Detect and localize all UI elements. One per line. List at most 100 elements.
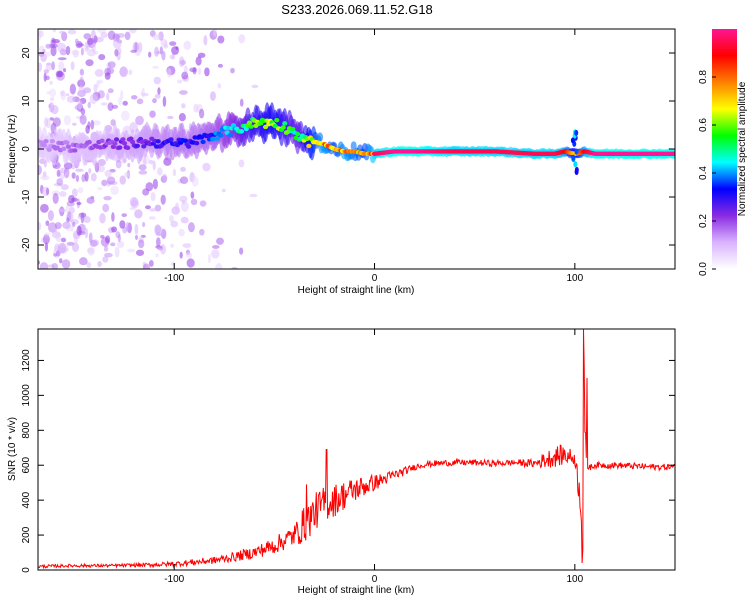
spectrogram-cell bbox=[145, 182, 154, 192]
spectrogram-cell bbox=[295, 131, 301, 137]
spectrogram-cell bbox=[157, 87, 161, 95]
spectrogram-cell bbox=[65, 144, 72, 149]
spectrogram-cell bbox=[62, 221, 71, 229]
spectrogram-cell bbox=[238, 129, 245, 134]
spectrogram-cell bbox=[183, 65, 188, 73]
x-tick-label: -100 bbox=[164, 273, 184, 284]
spectrogram-cell bbox=[251, 84, 259, 89]
spectrogram-cell bbox=[154, 93, 161, 99]
spectrogram-cell bbox=[282, 121, 288, 126]
spectrogram-cell bbox=[170, 220, 179, 228]
spectrogram-cell bbox=[83, 87, 92, 94]
spectrogram-cell bbox=[221, 188, 226, 193]
spectrogram-cell bbox=[154, 226, 164, 237]
spectrogram-cell bbox=[103, 245, 109, 252]
spectrogram-cell bbox=[84, 227, 89, 239]
spectrogram-cell bbox=[89, 93, 98, 104]
spectrogram-cell bbox=[38, 62, 43, 72]
spectrogram-cell bbox=[148, 51, 152, 58]
spectrogram-cell bbox=[181, 103, 186, 109]
spectrogram-cell bbox=[121, 213, 128, 218]
spectrogram-cell bbox=[111, 212, 115, 222]
spectrogram-cell bbox=[190, 198, 198, 206]
spectrogram-cell bbox=[72, 148, 78, 153]
spectrogram-cell bbox=[96, 79, 104, 84]
spectrogram-cell bbox=[104, 252, 113, 258]
spectrogram-cell bbox=[210, 91, 216, 101]
y-tick-label: 1000 bbox=[21, 384, 32, 407]
spectrogram-cell bbox=[52, 29, 57, 33]
spectrogram-cell bbox=[179, 60, 187, 66]
spectrogram-cell bbox=[49, 88, 57, 98]
spectrogram-cell bbox=[317, 132, 324, 142]
spectrogram-cell bbox=[106, 92, 110, 101]
spectrogram-cell bbox=[56, 178, 64, 186]
spectrogram-cell bbox=[72, 221, 76, 228]
spectrogram-cell bbox=[118, 96, 122, 106]
spectrogram-cell bbox=[216, 237, 224, 245]
spectrogram-cell bbox=[50, 105, 59, 115]
spectrogram-cell bbox=[111, 104, 119, 109]
spectrogram-cell bbox=[134, 42, 138, 52]
spectrogram-cell bbox=[49, 43, 59, 49]
spectrogram-cell bbox=[74, 38, 79, 44]
colorbar-tick-label: 0.4 bbox=[698, 166, 709, 180]
spectrogram-cell bbox=[258, 121, 264, 126]
spectrogram-cell bbox=[194, 140, 200, 146]
spectrogram-cell bbox=[193, 103, 199, 113]
x-tick-label: 100 bbox=[566, 574, 583, 585]
spectrogram-cell bbox=[88, 168, 92, 174]
spectrogram-cell bbox=[152, 160, 156, 171]
spectrogram-cell bbox=[130, 49, 137, 53]
spectrogram-cell bbox=[51, 39, 60, 44]
spectrogram-cell bbox=[87, 121, 91, 130]
colorbar-tick-label: 0.0 bbox=[698, 262, 709, 276]
spectrogram-cell bbox=[57, 242, 67, 254]
spectrogram-cell bbox=[99, 138, 105, 144]
spectrogram-cell bbox=[77, 187, 84, 194]
spectrogram-cell bbox=[81, 173, 86, 183]
spectrogram-cell bbox=[80, 212, 85, 224]
spectrogram-cell bbox=[94, 69, 104, 77]
spectrogram-cell bbox=[86, 38, 94, 46]
spectrogram-cell bbox=[574, 148, 579, 155]
spectrogram-cell bbox=[274, 117, 280, 123]
spectrogram-cell bbox=[71, 188, 78, 197]
figure-title: S233.2026.069.11.52.G18 bbox=[281, 2, 433, 17]
spectrogram-cell bbox=[58, 61, 65, 72]
spectrogram-cell bbox=[86, 139, 92, 145]
snr-y-axis-label: SNR (10 * v/v) bbox=[7, 417, 18, 481]
spectrogram-cell bbox=[124, 31, 131, 41]
spectrogram-cell bbox=[39, 262, 49, 269]
spectrogram-cell bbox=[102, 256, 109, 263]
spectrogram-cell bbox=[179, 176, 189, 185]
snr-series-line bbox=[38, 329, 675, 570]
spectrogram-cell bbox=[46, 147, 52, 152]
colorbar-tick-label: 0.2 bbox=[698, 214, 709, 228]
spectrogram-cell bbox=[137, 239, 145, 249]
spectrogram-cell bbox=[79, 90, 85, 96]
spectrogram-cell bbox=[212, 29, 217, 37]
spectrogram-cell bbox=[211, 249, 220, 259]
spectrogram-cell bbox=[106, 176, 116, 185]
spectrogram-cell bbox=[155, 237, 161, 248]
spectrogram-cell bbox=[99, 213, 106, 224]
colorbar-tick-label: 0.8 bbox=[698, 70, 709, 84]
spectrogram-cell bbox=[87, 101, 91, 109]
spectrogram-cell bbox=[107, 102, 114, 111]
y-tick-label: 10 bbox=[21, 95, 32, 107]
spectrogram-cell bbox=[94, 50, 99, 55]
spectrogram-cell bbox=[239, 247, 244, 255]
spectrogram-cell bbox=[45, 220, 50, 226]
y-tick-label: 0 bbox=[21, 567, 32, 573]
spectrogram-cell bbox=[90, 119, 95, 130]
spectrogram-cell bbox=[40, 175, 50, 181]
spectrogram-cell bbox=[76, 201, 82, 206]
colorbar-tick-label: 0.6 bbox=[698, 118, 709, 132]
spectrogram-cell bbox=[152, 65, 159, 69]
spectrogram-cell bbox=[180, 166, 186, 172]
spectrogram-cell bbox=[186, 144, 192, 149]
y-tick-label: -20 bbox=[21, 237, 32, 252]
spectrogram-cell bbox=[230, 67, 235, 74]
spectrogram-cell bbox=[166, 68, 172, 78]
